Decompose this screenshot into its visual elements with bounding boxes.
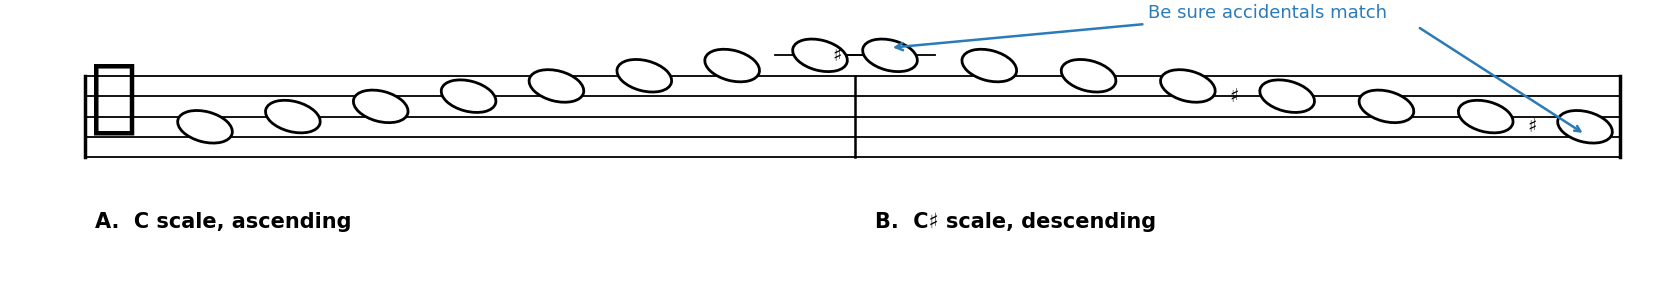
Ellipse shape: [1557, 111, 1613, 143]
Ellipse shape: [862, 39, 917, 72]
Text: 𝄢: 𝄢: [91, 59, 138, 137]
Text: ♯: ♯: [832, 46, 842, 65]
Text: ♯: ♯: [1527, 117, 1537, 136]
Ellipse shape: [1458, 100, 1514, 133]
Ellipse shape: [963, 49, 1016, 82]
Text: A.  C scale, ascending: A. C scale, ascending: [96, 212, 351, 232]
Ellipse shape: [442, 80, 496, 112]
Text: Be sure accidentals match: Be sure accidentals match: [895, 4, 1388, 50]
Ellipse shape: [265, 100, 321, 133]
Ellipse shape: [1062, 60, 1116, 92]
Ellipse shape: [1161, 70, 1215, 102]
Ellipse shape: [793, 39, 847, 72]
Ellipse shape: [706, 49, 759, 82]
Text: ♯: ♯: [1230, 87, 1238, 106]
Ellipse shape: [1260, 80, 1314, 112]
Ellipse shape: [1359, 90, 1415, 123]
Ellipse shape: [529, 70, 583, 102]
Text: B.  C♯ scale, descending: B. C♯ scale, descending: [875, 212, 1156, 232]
Ellipse shape: [178, 111, 232, 143]
Ellipse shape: [353, 90, 408, 123]
Ellipse shape: [617, 60, 672, 92]
